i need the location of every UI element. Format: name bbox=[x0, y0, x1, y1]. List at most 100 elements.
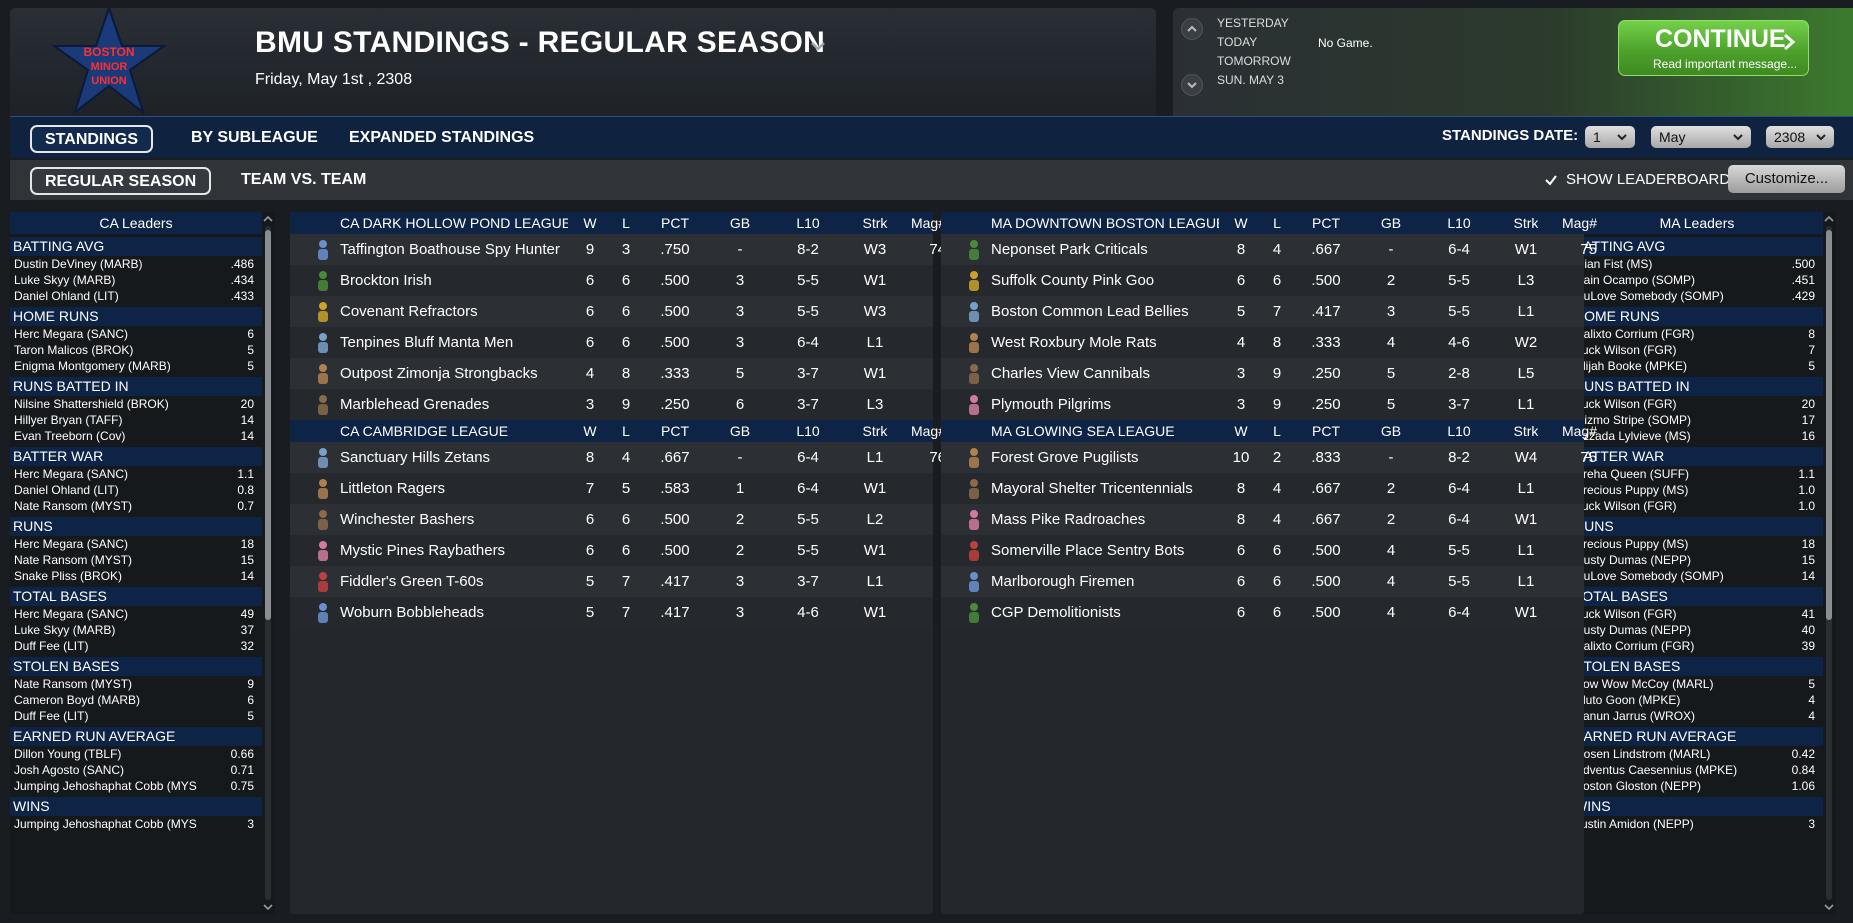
scroll-up-icon[interactable] bbox=[263, 214, 273, 224]
column-header-strk[interactable]: Strk bbox=[862, 423, 888, 439]
column-header-gb[interactable]: GB bbox=[729, 215, 751, 231]
leader-row[interactable]: Breha Queen (SUFF) 1.1 bbox=[1571, 466, 1823, 482]
leader-row[interactable]: Tuck Wilson (FGR) 20 bbox=[1571, 396, 1823, 412]
standings-row[interactable]: Tenpines Bluff Manta Men 6 6 .500 3 6-4 L1 bbox=[290, 327, 933, 358]
standings-row[interactable]: Boston Common Lead Bellies 5 7 .417 3 5-5 L1 bbox=[941, 296, 1584, 327]
leader-row[interactable]: Duff Fee (LIT) 5 bbox=[10, 708, 262, 724]
team-name[interactable]: Mystic Pines Raybathers bbox=[340, 542, 506, 559]
leader-row[interactable]: Luke Skyy (MARB) 37 bbox=[10, 622, 262, 638]
column-header-l10[interactable]: L10 bbox=[1447, 423, 1471, 439]
leader-row[interactable]: DuLove Somebody (SOMP) 14 bbox=[1571, 568, 1823, 584]
leader-row[interactable]: Calixto Corrium (FGR) 8 bbox=[1571, 326, 1823, 342]
scroll-down-icon[interactable] bbox=[263, 902, 273, 912]
leader-row[interactable]: Snake Pliss (BROK) 14 bbox=[10, 568, 262, 584]
team-name[interactable]: Neponset Park Criticals bbox=[991, 241, 1148, 258]
leader-row[interactable]: Nate Ransom (MYST) 15 bbox=[10, 552, 262, 568]
leader-row[interactable]: Boston Gloston (NEPP) 1.06 bbox=[1571, 778, 1823, 794]
leader-row[interactable]: Precious Puppy (MS) 1.0 bbox=[1571, 482, 1823, 498]
leader-row[interactable]: Herc Megara (SANC) 6 bbox=[10, 326, 262, 342]
leader-row[interactable]: Elijah Booke (MPKE) 5 bbox=[1571, 358, 1823, 374]
column-header-strk[interactable]: Strk bbox=[862, 215, 888, 231]
team-name[interactable]: Charles View Cannibals bbox=[991, 365, 1150, 382]
leader-row[interactable]: Tuck Wilson (FGR) 7 bbox=[1571, 342, 1823, 358]
standings-row[interactable]: Brockton Irish 6 6 .500 3 5-5 W1 bbox=[290, 265, 933, 296]
standings-row[interactable]: Marblehead Grenades 3 9 .250 6 3-7 L3 bbox=[290, 389, 933, 420]
leader-row[interactable]: Duff Fee (LIT) 32 bbox=[10, 638, 262, 654]
leader-row[interactable]: Herc Megara (SANC) 18 bbox=[10, 536, 262, 552]
column-header-pct[interactable]: PCT bbox=[661, 423, 689, 439]
team-name[interactable]: Suffolk County Pink Goo bbox=[991, 272, 1155, 289]
team-name[interactable]: CGP Demolitionists bbox=[991, 604, 1121, 621]
standings-row[interactable]: Littleton Ragers 7 5 .583 1 6-4 W1 bbox=[290, 473, 933, 504]
leader-row[interactable]: Cosen Lindstrom (MARL) 0.42 bbox=[1571, 746, 1823, 762]
team-name[interactable]: Littleton Ragers bbox=[340, 480, 446, 497]
team-name[interactable]: Mayoral Shelter Tricentennials bbox=[991, 480, 1193, 497]
leader-row[interactable]: Luke Skyy (MARB) .434 bbox=[10, 272, 262, 288]
leader-row[interactable]: Dustin DeViney (MARB) .486 bbox=[10, 256, 262, 272]
column-header-mag[interactable]: Mag# bbox=[910, 215, 946, 231]
standings-year-select[interactable]: 2308 bbox=[1766, 126, 1834, 148]
column-header-l[interactable]: L bbox=[622, 215, 630, 231]
team-name[interactable]: Somerville Place Sentry Bots bbox=[991, 542, 1185, 559]
leader-row[interactable]: Daniel Ohland (LIT) 0.8 bbox=[10, 482, 262, 498]
show-leaderboards-checkbox[interactable] bbox=[1544, 173, 1558, 187]
team-name[interactable]: Outpost Zimonja Strongbacks bbox=[340, 365, 538, 382]
team-name[interactable]: Marlborough Firemen bbox=[991, 573, 1135, 590]
team-name[interactable]: Sanctuary Hills Zetans bbox=[340, 449, 491, 466]
leader-row[interactable]: Gizmo Stripe (SOMP) 17 bbox=[1571, 412, 1823, 428]
team-name[interactable]: Fiddler's Green T-60s bbox=[340, 573, 484, 590]
team-name[interactable]: Marblehead Grenades bbox=[340, 396, 490, 413]
team-name[interactable]: Brockton Irish bbox=[340, 272, 432, 289]
standings-row[interactable]: Charles View Cannibals 3 9 .250 5 2-8 L5 bbox=[941, 358, 1584, 389]
leaders-scrollbar[interactable] bbox=[263, 212, 273, 914]
team-name[interactable]: Plymouth Pilgrims bbox=[991, 396, 1112, 413]
column-header-gb[interactable]: GB bbox=[1380, 215, 1402, 231]
leader-row[interactable]: Adventus Caesennius (MPKE) 0.84 bbox=[1571, 762, 1823, 778]
leader-row[interactable]: Evan Treeborn (Cov) 14 bbox=[10, 428, 262, 444]
standings-row[interactable]: Mass Pike Radroaches 8 4 .667 2 6-4 W1 bbox=[941, 504, 1584, 535]
standings-row[interactable]: CGP Demolitionists 6 6 .500 4 6-4 W1 bbox=[941, 597, 1584, 628]
leader-row[interactable]: Precious Puppy (MS) 18 bbox=[1571, 536, 1823, 552]
team-name[interactable]: Tenpines Bluff Manta Men bbox=[340, 334, 514, 351]
team-name[interactable]: Woburn Bobbleheads bbox=[340, 604, 484, 621]
leader-row[interactable]: Hillyer Bryan (TAFF) 14 bbox=[10, 412, 262, 428]
standings-day-select[interactable]: 1 bbox=[1585, 126, 1635, 148]
leader-row[interactable]: Nate Ransom (MYST) 9 bbox=[10, 676, 262, 692]
column-header-strk[interactable]: Strk bbox=[1513, 215, 1539, 231]
standings-row[interactable]: Woburn Bobbleheads 5 7 .417 3 4-6 W1 bbox=[290, 597, 933, 628]
column-header-w[interactable]: W bbox=[1234, 215, 1248, 231]
standings-row[interactable]: Marlborough Firemen 6 6 .500 4 5-5 L1 bbox=[941, 566, 1584, 597]
team-name[interactable]: Forest Grove Pugilists bbox=[991, 449, 1139, 466]
chevron-down-icon[interactable] bbox=[808, 36, 828, 56]
standings-row[interactable]: Fiddler's Green T-60s 5 7 .417 3 3-7 L1 bbox=[290, 566, 933, 597]
column-header-w[interactable]: W bbox=[583, 215, 597, 231]
scroll-thumb[interactable] bbox=[265, 230, 271, 620]
leader-row[interactable]: Bluto Goon (MPKE) 4 bbox=[1571, 692, 1823, 708]
leader-row[interactable]: Enigma Montgomery (MARB) 5 bbox=[10, 358, 262, 374]
leader-row[interactable]: Jumping Jehoshaphat Cobb (MYS 0.75 bbox=[10, 778, 262, 794]
column-header-mag[interactable]: Mag# bbox=[1561, 423, 1597, 439]
leader-row[interactable]: Tuck Wilson (FGR) 1.0 bbox=[1571, 498, 1823, 514]
leader-row[interactable]: Dusty Dumas (NEPP) 40 bbox=[1571, 622, 1823, 638]
schedule-up-button[interactable] bbox=[1181, 18, 1203, 40]
leader-row[interactable]: DuLove Somebody (SOMP) .429 bbox=[1571, 288, 1823, 304]
column-header-gb[interactable]: GB bbox=[1380, 423, 1402, 439]
standings-row[interactable]: Sanctuary Hills Zetans 8 4 .667 - 6-4 L1 76 bbox=[290, 442, 946, 473]
tab-expanded-standings[interactable]: EXPANDED STANDINGS bbox=[349, 129, 535, 146]
leader-row[interactable]: Rain Ocampo (SOMP) .451 bbox=[1571, 272, 1823, 288]
schedule-down-button[interactable] bbox=[1181, 74, 1203, 96]
tab-team-vs-team[interactable]: TEAM VS. TEAM bbox=[241, 171, 367, 188]
leader-row[interactable]: Nate Ransom (MYST) 0.7 bbox=[10, 498, 262, 514]
leader-row[interactable]: Josh Agosto (SANC) 0.71 bbox=[10, 762, 262, 778]
standings-row[interactable]: Plymouth Pilgrims 3 9 .250 5 3-7 L1 bbox=[941, 389, 1584, 420]
leader-row[interactable]: Herc Megara (SANC) 1.1 bbox=[10, 466, 262, 482]
tab-by-subleague[interactable]: BY SUBLEAGUE bbox=[191, 129, 318, 146]
leader-row[interactable]: Daniel Ohland (LIT) .433 bbox=[10, 288, 262, 304]
team-name[interactable]: Boston Common Lead Bellies bbox=[991, 303, 1189, 320]
column-header-pct[interactable]: PCT bbox=[1312, 423, 1340, 439]
column-header-l10[interactable]: L10 bbox=[796, 423, 820, 439]
leader-row[interactable]: Kanun Jarrus (WROX) 4 bbox=[1571, 708, 1823, 724]
tab-regular-season[interactable]: REGULAR SEASON bbox=[30, 167, 212, 195]
leader-row[interactable]: Herc Megara (SANC) 49 bbox=[10, 606, 262, 622]
leader-row[interactable]: Calixto Corrium (FGR) 39 bbox=[1571, 638, 1823, 654]
